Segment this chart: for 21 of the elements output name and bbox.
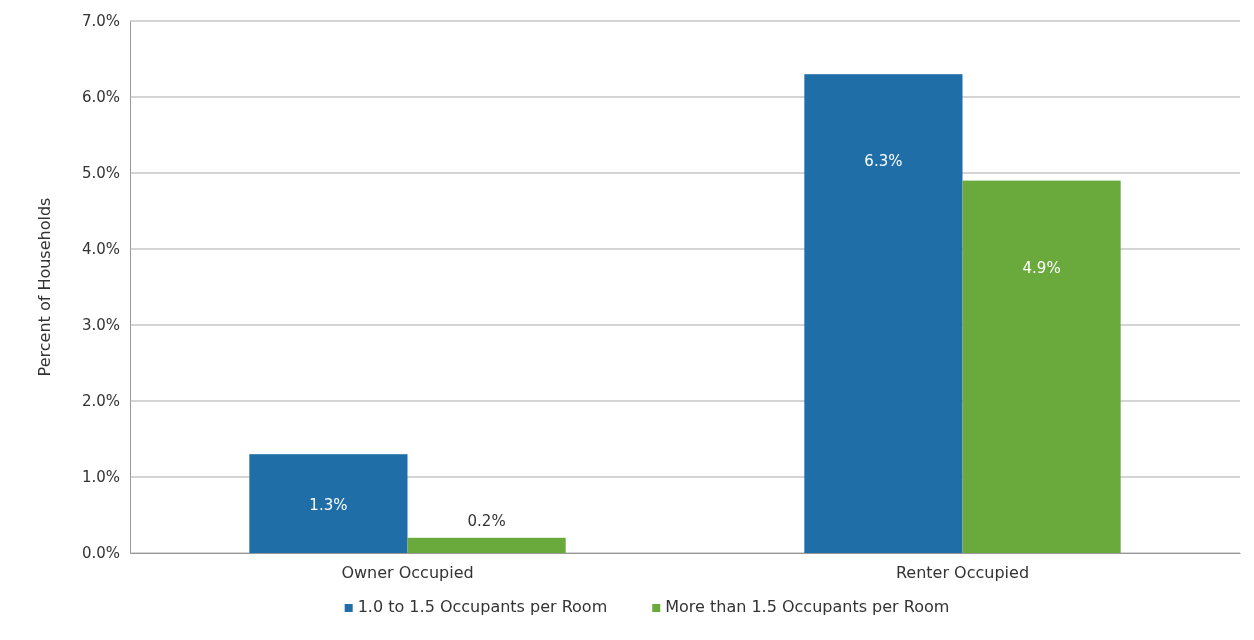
legend-label: 1.0 to 1.5 Occupants per Room [357,597,608,616]
bar [962,180,1121,553]
y-axis-title: Percent of Households [35,197,54,377]
x-tick-label: Renter Occupied [895,563,1030,583]
y-tick-label: 6.0% [81,88,120,107]
data-label: 4.9% [1022,258,1061,277]
bar [804,74,963,553]
y-tick-label: 3.0% [81,316,120,335]
bar [407,537,566,553]
data-label: 6.3% [864,152,903,171]
y-tick-label: 5.0% [81,164,120,183]
legend-label: More than 1.5 Occupants per Room [665,597,950,616]
data-label: 1.3% [309,495,348,514]
y-tick-label: 4.0% [81,240,120,259]
y-tick-label: 7.0% [81,12,120,31]
bar [249,454,408,553]
y-tick-label: 0.0% [81,544,120,563]
y-tick-label: 1.0% [81,468,120,487]
y-tick-label: 2.0% [81,392,120,411]
data-label: 0.2% [467,511,506,530]
x-tick-label: Owner Occupied [341,563,474,583]
